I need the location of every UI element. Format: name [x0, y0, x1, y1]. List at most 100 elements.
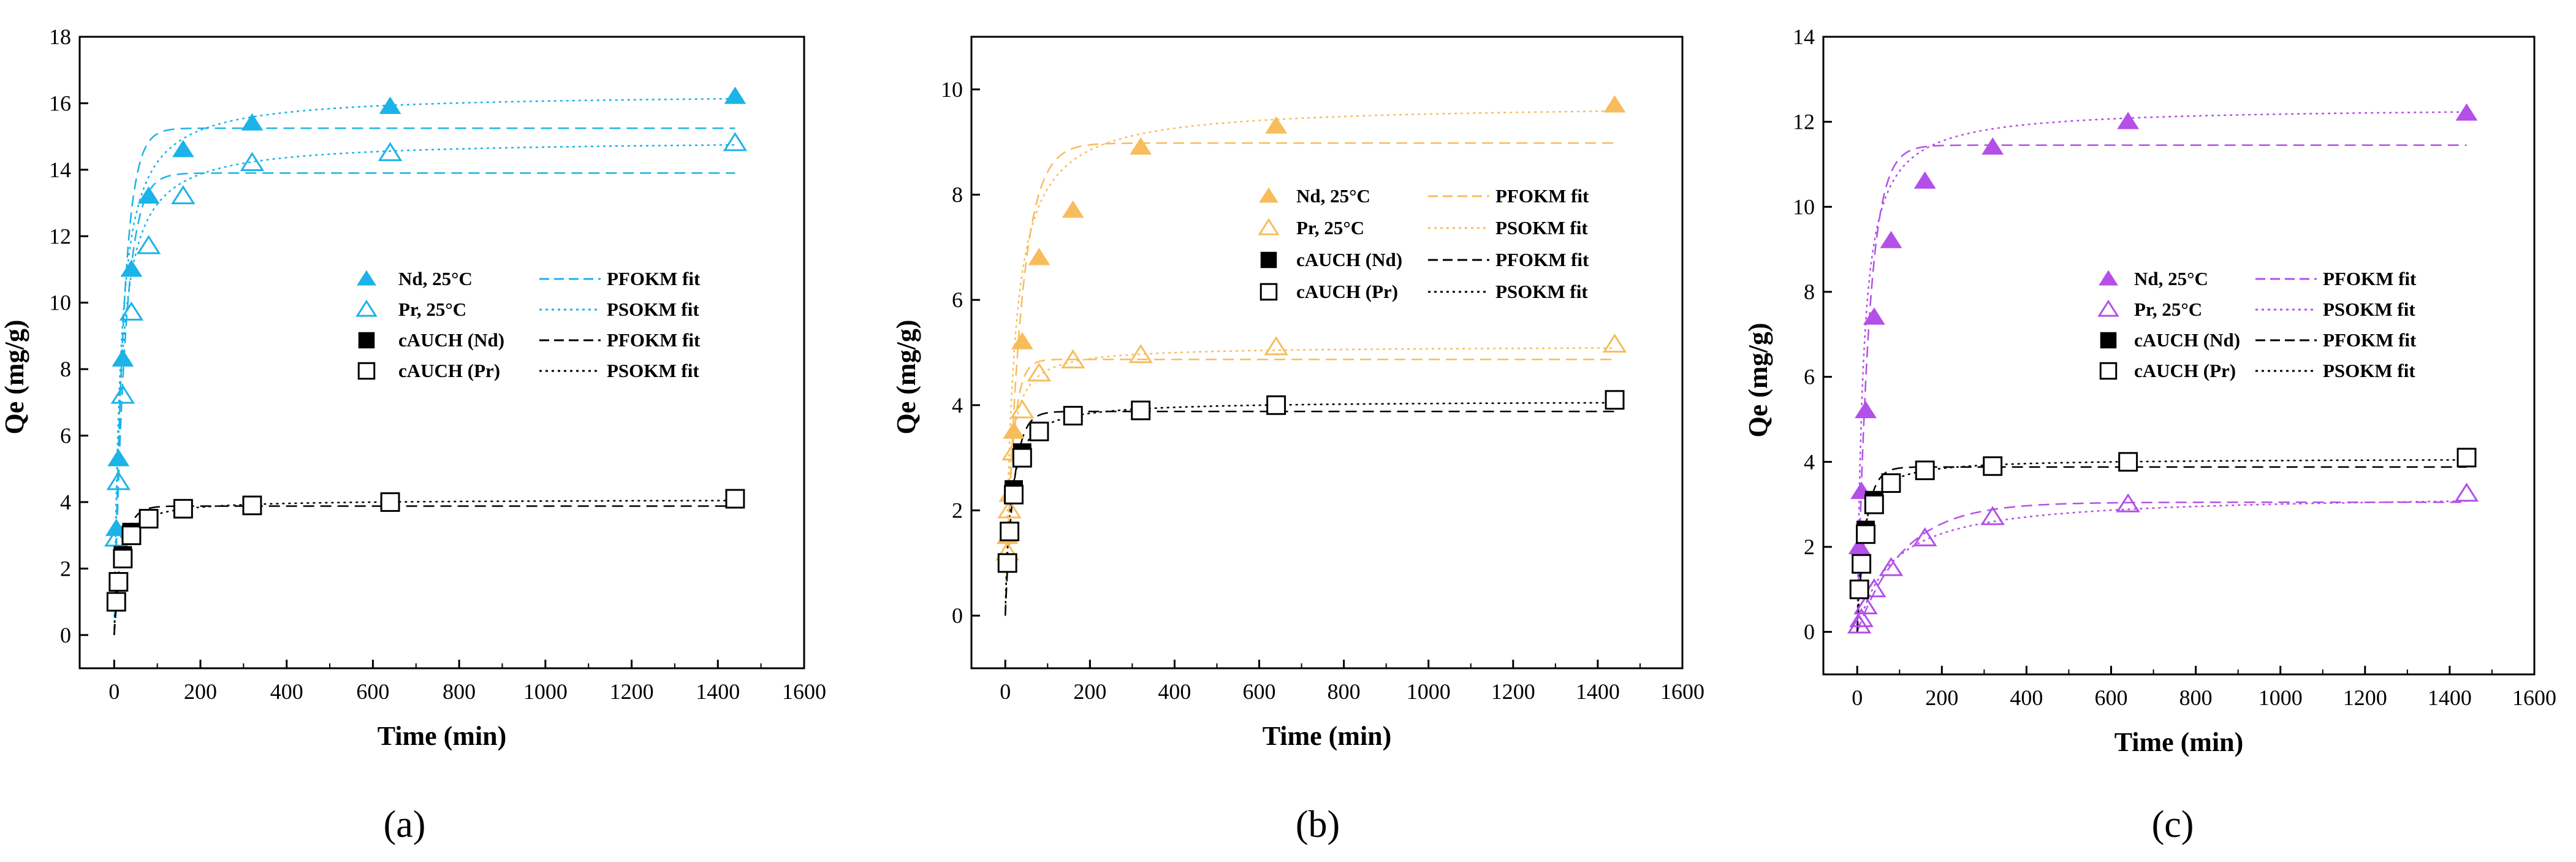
- data-point: [1266, 395, 1286, 415]
- data-point: [1265, 116, 1288, 134]
- legend-label: Pr, 25°C: [1296, 217, 1364, 238]
- x-tick-label: 1600: [2512, 685, 2556, 710]
- x-axis-title: Time (min): [1263, 721, 1392, 751]
- plot-frame: [1822, 36, 2536, 676]
- data-point: [1063, 406, 1083, 425]
- y-tick-label: 12: [49, 224, 71, 248]
- x-tick-label: 1000: [1407, 679, 1451, 704]
- chart-panel-1: 0 200 400 600 800 1000 1200 1400 1600 0 2 4 6 8 10 12 14…: [0, 25, 826, 845]
- data-point: [1879, 557, 1904, 576]
- x-axis-title: Time (min): [378, 721, 507, 751]
- series-cauch-pr-: [997, 390, 1625, 573]
- y-axis-title: Qe (mg/g): [0, 320, 29, 435]
- y-tick-label: 4: [952, 393, 963, 418]
- data-point: [1264, 336, 1288, 356]
- legend-fit-label: PFOKM fit: [1495, 185, 1589, 207]
- data-point: [1880, 231, 1902, 248]
- legend-marker: [1258, 218, 1280, 235]
- x-tick-label: 800: [443, 679, 476, 704]
- data-point: [723, 132, 748, 151]
- x-tick-label: 600: [356, 679, 389, 704]
- y-tick-label: 8: [1804, 280, 1815, 304]
- chart-panel-2: 0 200 400 600 800 1000 1200 1400 1600 0 2 4 6 8 10 Time…: [891, 36, 1704, 845]
- fit-curve: [113, 500, 735, 635]
- x-tick-label: 400: [2010, 685, 2043, 710]
- fit-curve: [1004, 142, 1615, 616]
- legend-marker: [357, 270, 376, 286]
- legend-marker: [2099, 362, 2118, 380]
- y-tick-label: 14: [1793, 25, 1815, 49]
- data-point: [1981, 137, 2004, 155]
- y-tick-label: 0: [60, 623, 71, 647]
- x-tick-label: 600: [1243, 679, 1276, 704]
- data-point: [106, 471, 131, 490]
- y-tick-label: 6: [60, 424, 71, 448]
- panel-label: (c): [2152, 804, 2194, 845]
- series-cauch-nd-: [1850, 448, 2476, 599]
- data-point: [1062, 200, 1084, 218]
- legend-fit-label: PFOKM fit: [607, 329, 701, 351]
- legend-label: Pr, 25°C: [398, 299, 466, 320]
- data-point: [1912, 527, 1937, 547]
- data-point: [1983, 456, 2003, 476]
- data-point: [173, 498, 193, 519]
- legend-fit-label: PSOKM fit: [2323, 299, 2415, 320]
- y-tick-label: 16: [49, 91, 71, 115]
- legend-label: Pr, 25°C: [2134, 299, 2202, 320]
- x-tick-label: 1200: [1491, 679, 1535, 704]
- x-tick-label: 600: [2095, 685, 2128, 710]
- data-point: [997, 499, 1022, 519]
- data-point: [1848, 536, 1871, 554]
- plot-frame: [970, 36, 1684, 669]
- data-point: [725, 489, 745, 509]
- series-cauch-pr-: [106, 489, 745, 612]
- data-point: [105, 519, 127, 536]
- x-tick-label: 0: [1000, 679, 1011, 704]
- x-tick-label: 400: [1158, 679, 1191, 704]
- legend-label: cAUCH (Pr): [2134, 360, 2236, 381]
- legend-fit-label: PSOKM fit: [1495, 217, 1588, 238]
- data-point: [1004, 484, 1024, 505]
- legend: Nd, 25°C PFOKM fit Pr, 25°C PSOKM fit cAUCH …: [355, 268, 701, 381]
- legend-marker: [358, 332, 375, 349]
- data-point: [108, 572, 129, 592]
- x-tick-label: 0: [1852, 685, 1863, 710]
- y-axis-title: Qe (mg/g): [891, 320, 921, 435]
- fit-curve: [1004, 347, 1615, 616]
- legend-marker: [1260, 251, 1277, 269]
- x-tick-label: 1000: [523, 679, 568, 704]
- data-point: [2455, 103, 2478, 121]
- data-point: [1028, 248, 1051, 265]
- x-tick-label: 1400: [696, 679, 740, 704]
- y-tick-label: 0: [952, 603, 963, 628]
- legend-label: cAUCH (Pr): [1296, 281, 1398, 302]
- y-tick-label: 8: [60, 357, 71, 381]
- data-point: [1849, 608, 1874, 627]
- legend: Nd, 25°C PFOKM fit Pr, 25°C PSOKM fit cAUCH …: [2097, 268, 2417, 381]
- legend-label: cAUCH (Nd): [2134, 329, 2240, 351]
- legend-fit-label: PFOKM fit: [607, 268, 701, 289]
- y-tick-label: 2: [60, 556, 71, 581]
- series-pr-25-c: [995, 334, 1627, 561]
- legend-marker: [1260, 283, 1278, 301]
- fit-curve: [1004, 410, 1615, 616]
- data-point: [139, 509, 159, 529]
- data-point: [1856, 524, 1875, 544]
- data-point: [113, 549, 133, 569]
- legend-label: Nd, 25°C: [1296, 185, 1370, 207]
- legend-fit-label: PSOKM fit: [607, 299, 699, 320]
- y-tick-label: 0: [1804, 620, 1815, 644]
- legend-fit-label: PSOKM fit: [607, 360, 699, 381]
- data-point: [1913, 171, 1936, 189]
- fit-curve: [113, 172, 735, 635]
- data-point: [997, 553, 1017, 573]
- fit-curve: [1004, 358, 1615, 616]
- legend-fit-label: PFOKM fit: [2323, 329, 2417, 351]
- data-point: [379, 96, 401, 114]
- data-point: [1131, 400, 1151, 421]
- series-cauch-nd-: [998, 391, 1624, 573]
- fit-curve: [113, 127, 735, 635]
- fit-curve: [1856, 459, 2467, 632]
- data-point: [2117, 112, 2140, 129]
